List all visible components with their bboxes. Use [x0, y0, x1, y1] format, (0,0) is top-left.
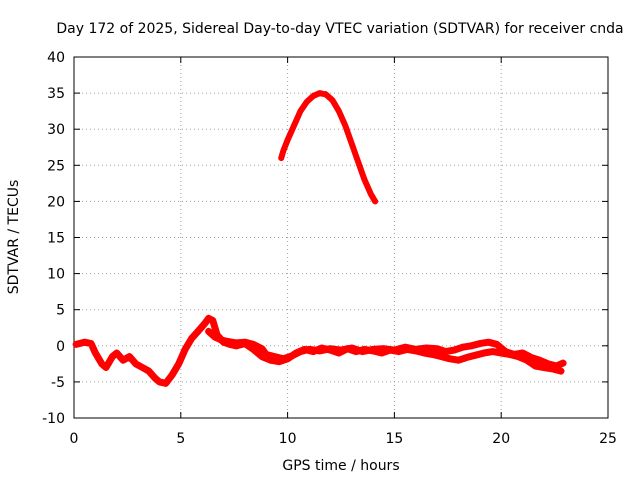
x-tick-label: 0 — [70, 431, 79, 447]
x-tick-label: 20 — [492, 431, 510, 447]
series-layer — [72, 90, 567, 387]
axis-ticks — [73, 56, 609, 419]
y-tick-label: 15 — [47, 231, 65, 247]
chart-title: Day 172 of 2025, Sidereal Day-to-day VTE… — [56, 21, 623, 37]
series-line-2 — [205, 327, 567, 370]
y-tick-label: -10 — [42, 411, 65, 427]
y-tick-label: -5 — [51, 375, 65, 391]
x-tick-labels: 0 5 10 15 20 25 — [70, 431, 617, 447]
x-tick-label: 15 — [385, 431, 403, 447]
x-axis-label: GPS time / hours — [282, 458, 399, 474]
y-tick-label: 0 — [56, 339, 65, 355]
y-tick-label: 10 — [47, 267, 65, 283]
y-axis-label: SDTVAR / TECUs — [6, 180, 22, 295]
y-tick-label: 40 — [47, 50, 65, 66]
series-line-3 — [278, 90, 379, 205]
y-tick-label: 35 — [47, 86, 65, 102]
y-tick-label: 20 — [47, 194, 65, 210]
y-tick-label: 25 — [47, 158, 65, 174]
y-tick-labels: -10 -5 0 5 10 15 20 25 30 35 40 — [42, 50, 65, 427]
y-tick-label: 30 — [47, 122, 65, 138]
x-tick-label: 10 — [279, 431, 297, 447]
series-jitter-3 — [280, 91, 377, 200]
series-jitter-2 — [207, 327, 565, 370]
x-tick-label: 5 — [176, 431, 185, 447]
x-tick-label: 25 — [599, 431, 617, 447]
y-tick-label: 5 — [56, 303, 65, 319]
